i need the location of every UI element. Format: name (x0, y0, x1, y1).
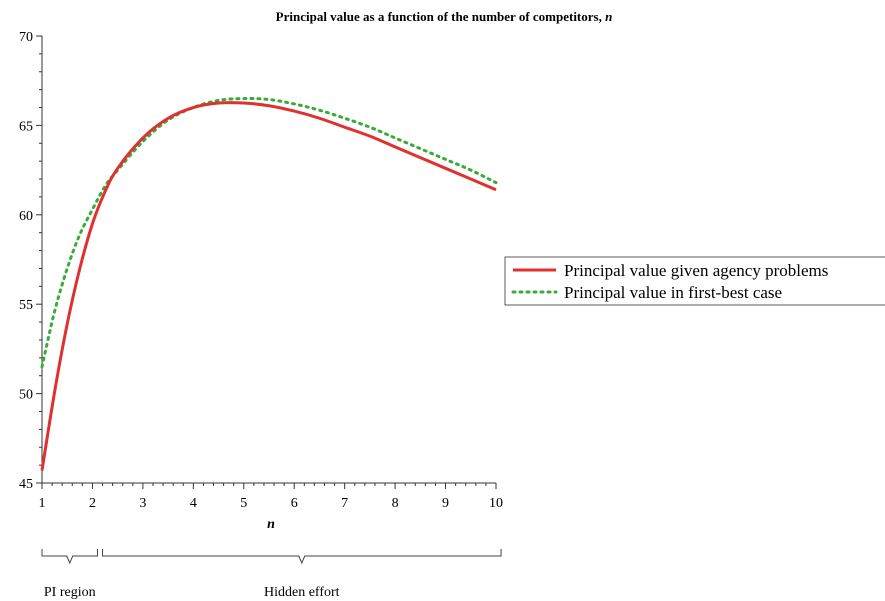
hidden-effort-label: Hidden effort (264, 585, 340, 600)
annotations: PI region Hidden effort (41, 549, 502, 600)
legend: Principal value given agency problems Pr… (504, 256, 885, 306)
series-layer (40, 97, 498, 471)
x-tick-label: 3 (139, 496, 146, 511)
y-tick-label: 55 (19, 298, 33, 313)
legend-label-first-best: Principal value in first-best case (564, 283, 782, 302)
y-tick-label: 45 (19, 477, 33, 492)
y-tick-label: 65 (19, 119, 33, 134)
y-tick-label: 50 (19, 388, 33, 403)
x-tick-label: 8 (392, 496, 399, 511)
legend-label-agency: Principal value given agency problems (564, 261, 828, 280)
pi-region-brace (41, 549, 98, 565)
chart-title: Principal value as a function of the num… (276, 9, 613, 24)
series-line-first-best (40, 97, 498, 369)
y-ticks: 45 50 55 60 65 70 (19, 30, 42, 492)
pi-region-label: PI region (44, 585, 96, 600)
x-axis-label: n (267, 517, 275, 532)
x-tick-label: 4 (190, 496, 197, 511)
series-line-agency (40, 101, 497, 471)
y-tick-label: 70 (19, 30, 33, 45)
x-tick-label: 10 (489, 496, 503, 511)
x-tick-label: 6 (291, 496, 298, 511)
x-tick-label: 2 (89, 496, 96, 511)
x-tick-label: 9 (442, 496, 449, 511)
axes (41, 36, 496, 484)
x-tick-label: 7 (341, 496, 348, 511)
legend-box (504, 256, 885, 306)
y-tick-label: 60 (19, 209, 33, 224)
hidden-effort-brace (102, 549, 502, 565)
x-tick-label: 1 (39, 496, 46, 511)
x-ticks: 1 2 3 4 5 6 7 8 9 10 (39, 483, 503, 511)
x-tick-label: 5 (240, 496, 247, 511)
